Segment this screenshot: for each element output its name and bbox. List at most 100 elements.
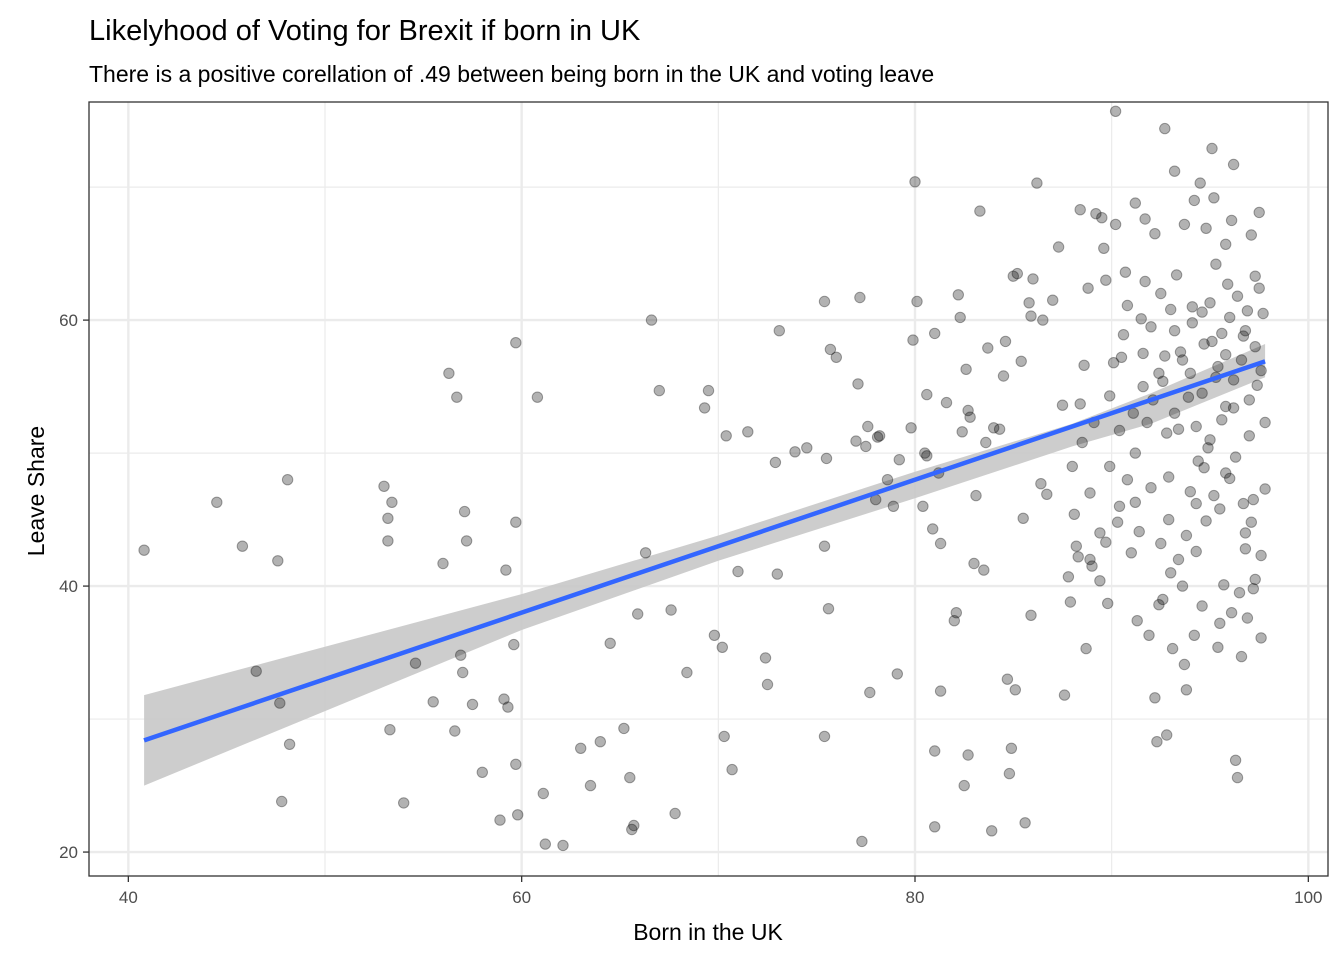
data-point [1253, 282, 1265, 294]
data-point [1170, 269, 1183, 281]
data-point [1121, 474, 1134, 486]
data-point [1113, 500, 1126, 512]
data-point [708, 629, 721, 641]
data-point [443, 367, 455, 379]
data-point [720, 430, 732, 442]
panel-border [88, 101, 1329, 877]
data-point [398, 797, 410, 809]
data-point [1216, 414, 1228, 426]
data-point [1129, 447, 1142, 459]
data-point [1052, 241, 1065, 253]
data-point [1255, 549, 1267, 562]
data-point [1084, 487, 1096, 499]
data-point [1214, 503, 1226, 515]
data-point [1176, 354, 1189, 366]
data-point [830, 351, 842, 363]
data-point [980, 436, 992, 449]
data-point [1023, 297, 1035, 309]
data-point [1227, 374, 1240, 386]
data-point [887, 500, 900, 512]
data-point [1202, 442, 1214, 454]
data-point [771, 568, 783, 580]
data-point [1041, 488, 1053, 500]
data-point [962, 749, 974, 761]
data-point [1204, 297, 1216, 309]
data-point [1239, 527, 1252, 539]
data-point [824, 343, 837, 356]
data-point [236, 540, 249, 552]
data-point [732, 565, 744, 578]
data-point [1168, 325, 1181, 337]
fit-line [143, 359, 1266, 743]
data-point [1129, 197, 1142, 209]
data-point [1143, 629, 1155, 641]
data-point [1192, 455, 1204, 467]
data-point [1165, 567, 1177, 579]
data-point [537, 787, 549, 800]
data-point [1176, 580, 1189, 592]
data-point [1094, 527, 1106, 539]
data-point [960, 363, 972, 375]
data-point [618, 722, 630, 735]
data-point [1001, 673, 1014, 685]
data-point [881, 474, 894, 486]
data-point [1127, 407, 1140, 419]
data-point [1027, 273, 1039, 285]
data-point [919, 447, 931, 459]
data-point [1139, 213, 1151, 225]
data-point [1239, 543, 1252, 555]
data-point [952, 289, 964, 301]
data-point [1235, 354, 1248, 366]
data-point [1196, 387, 1208, 399]
data-point [1119, 266, 1132, 278]
data-point [1259, 483, 1271, 495]
data-point [1227, 158, 1240, 171]
data-point [1220, 349, 1232, 361]
data-point [1102, 597, 1114, 610]
data-point [512, 809, 524, 821]
data-point [986, 825, 998, 837]
data-point [1190, 545, 1202, 558]
data-point [1155, 287, 1167, 300]
data-point [1100, 536, 1112, 548]
data-point [1086, 560, 1098, 572]
data-point [850, 435, 862, 447]
data-point [1184, 367, 1197, 379]
data-point [1194, 177, 1206, 189]
data-point [1011, 267, 1023, 280]
data-point [822, 603, 835, 615]
data-point [1149, 692, 1161, 704]
data-point [1174, 346, 1187, 358]
data-point [1111, 516, 1124, 528]
data-point [958, 779, 970, 792]
data-point [1198, 462, 1210, 474]
data-point [1245, 229, 1258, 241]
data-point [138, 544, 150, 556]
data-point [759, 652, 772, 664]
data-point [801, 442, 813, 454]
data-point [250, 665, 262, 677]
data-point [1031, 177, 1043, 189]
data-point [1233, 587, 1246, 599]
data-point [1135, 313, 1147, 325]
data-point [818, 730, 831, 743]
data-point [1163, 513, 1175, 526]
data-point [1186, 301, 1199, 313]
data-point [854, 291, 866, 304]
data-point [940, 396, 953, 409]
data-point [1241, 612, 1254, 624]
data-point [1117, 329, 1130, 341]
data-point [1076, 436, 1088, 449]
data-point [769, 456, 782, 469]
data-point [716, 641, 728, 653]
regression-line [143, 359, 1266, 743]
data-point [789, 446, 801, 458]
data-point [510, 337, 522, 349]
data-point [1200, 515, 1212, 527]
data-point [427, 696, 439, 708]
data-point [993, 423, 1006, 435]
data-point [761, 678, 774, 691]
data-point [281, 474, 294, 486]
y-axis-title: Leave Share [23, 426, 49, 556]
